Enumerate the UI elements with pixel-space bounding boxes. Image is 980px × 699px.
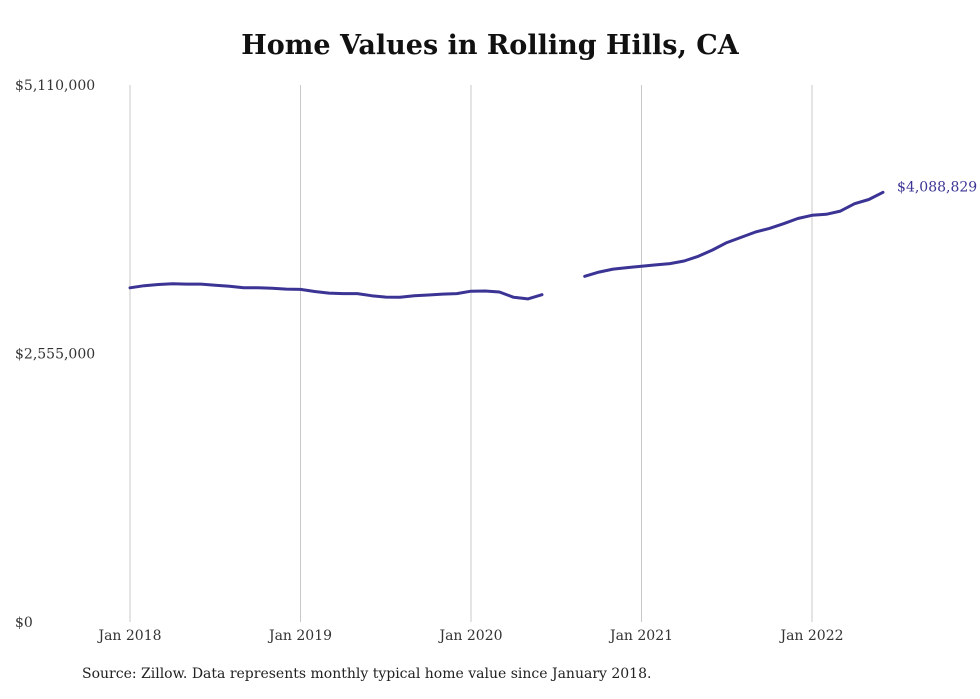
chart-title: Home Values in Rolling Hills, CA bbox=[241, 30, 739, 61]
x-tick-label: Jan 2020 bbox=[437, 628, 502, 644]
y-tick-labels: $0 $2,555,000 $5,110,000 bbox=[15, 78, 95, 631]
last-value-label: $4,088,829 bbox=[897, 179, 977, 195]
y-tick-label: $2,555,000 bbox=[15, 347, 95, 363]
source-note: Source: Zillow. Data represents monthly … bbox=[82, 666, 652, 682]
y-tick-label: $5,110,000 bbox=[15, 78, 95, 94]
x-tick-label: Jan 2019 bbox=[267, 628, 332, 644]
x-gridlines bbox=[129, 85, 813, 622]
series-line-segment-1 bbox=[583, 190, 885, 278]
line-chart: Jan 2018 Jan 2019 Jan 2020 Jan 2021 Jan 2022… bbox=[15, 78, 977, 644]
y-tick-label: $0 bbox=[15, 615, 33, 631]
x-tick-labels: Jan 2018 Jan 2019 Jan 2020 Jan 2021 Jan 2022 bbox=[96, 628, 843, 644]
x-tick-label: Jan 2018 bbox=[96, 628, 161, 644]
x-tick-label: Jan 2022 bbox=[778, 628, 843, 644]
series-home-value bbox=[128, 190, 885, 301]
x-tick-label: Jan 2021 bbox=[608, 628, 673, 644]
series-line-segment-0 bbox=[128, 282, 544, 301]
